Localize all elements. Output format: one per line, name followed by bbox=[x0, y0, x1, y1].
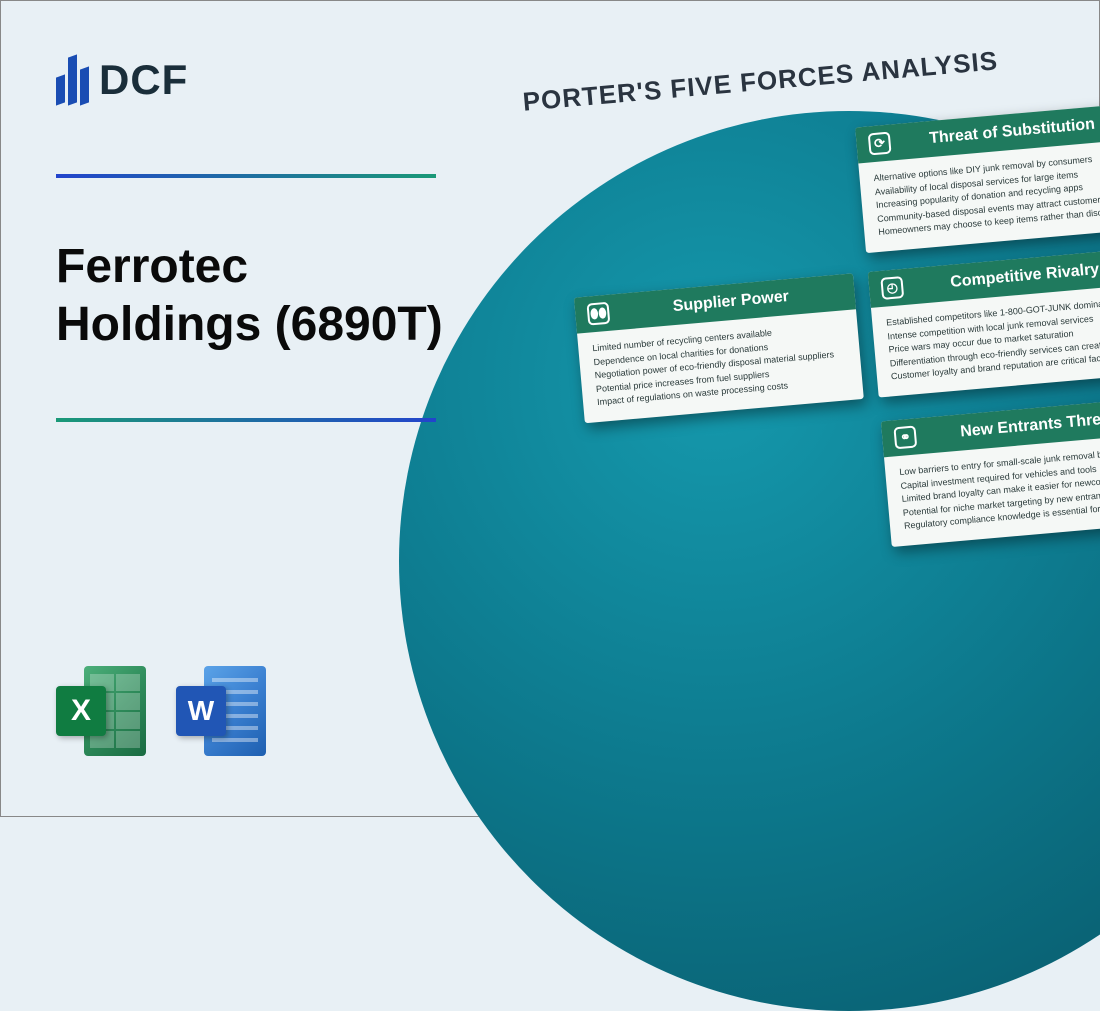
logo-bars-icon bbox=[56, 56, 89, 104]
app-icons-row: X W bbox=[56, 666, 266, 756]
force-card: ⬮⬮Supplier PowerLimited number of recycl… bbox=[574, 273, 864, 422]
refresh-icon: ⟳ bbox=[868, 132, 892, 156]
divider-bottom bbox=[56, 418, 436, 422]
analysis-title: PORTER'S FIVE FORCES ANALYSIS bbox=[522, 45, 1000, 117]
clock-icon: ◴ bbox=[880, 276, 904, 300]
logo: DCF bbox=[56, 56, 476, 104]
force-card: ◴Competitive RivalryEstablished competit… bbox=[868, 248, 1100, 397]
word-badge-letter: W bbox=[176, 686, 226, 736]
company-line1: Ferrotec bbox=[56, 238, 476, 296]
force-card: ⟳Threat of SubstitutionAlternative optio… bbox=[855, 103, 1100, 252]
company-line2: Holdings (6890T) bbox=[56, 296, 476, 354]
left-panel: DCF Ferrotec Holdings (6890T) bbox=[56, 56, 476, 422]
link-icon: ⬮⬮ bbox=[586, 302, 610, 326]
word-icon[interactable]: W bbox=[176, 666, 266, 756]
users-icon: ⚭ bbox=[893, 425, 917, 449]
excel-icon[interactable]: X bbox=[56, 666, 146, 756]
force-card: ⚭New Entrants ThreatLow barriers to entr… bbox=[881, 397, 1100, 546]
logo-text: DCF bbox=[99, 56, 188, 104]
divider-top bbox=[56, 174, 436, 178]
company-title: Ferrotec Holdings (6890T) bbox=[56, 238, 476, 353]
background-circle bbox=[399, 111, 1100, 1011]
excel-badge-letter: X bbox=[56, 686, 106, 736]
